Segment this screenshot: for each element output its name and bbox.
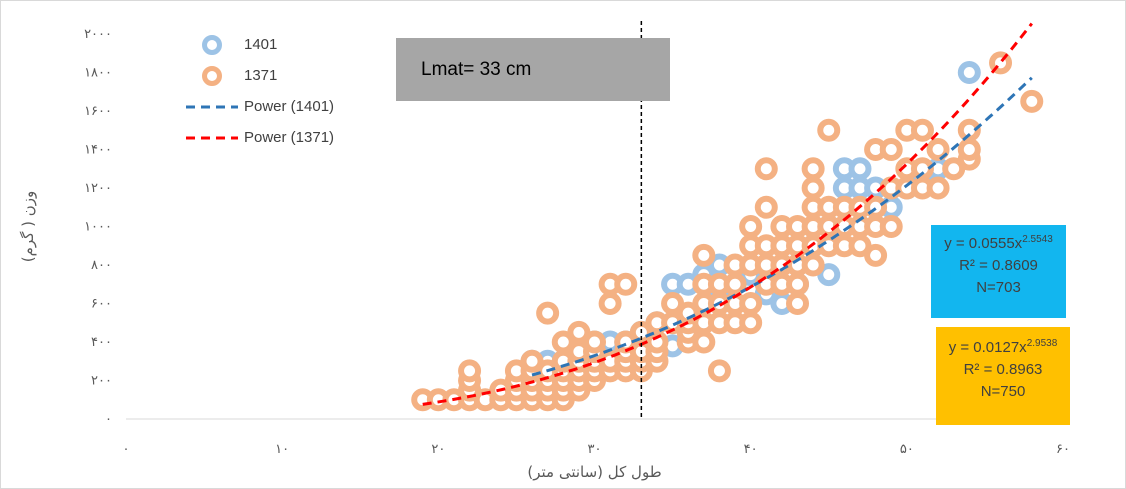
equation-1401-exponent: 2.5543 — [1022, 234, 1053, 245]
data-point-1371 — [957, 138, 981, 161]
y-tick-label: ۱۸۰۰ — [84, 66, 112, 81]
data-point-1371 — [739, 311, 763, 335]
data-point-1371 — [661, 292, 685, 315]
x-tick-label: ۶۰ — [1056, 442, 1070, 457]
equation-box-1401: y = 0.0555x2.5543 R² = 0.8609 N=703 — [931, 225, 1066, 318]
data-point-1371 — [879, 138, 903, 161]
data-point-1371 — [926, 176, 950, 200]
x-tick-label: ۴۰ — [744, 442, 758, 457]
legend-item-power-1401: Power (1401) — [186, 91, 334, 122]
data-point-1371 — [567, 320, 591, 344]
data-point-1371 — [942, 157, 966, 181]
data-point-1371 — [879, 215, 903, 238]
data-point-1371 — [926, 138, 950, 161]
data-point-1371 — [614, 272, 638, 296]
x-tick-label: ۳۰ — [588, 442, 602, 457]
data-point-1371 — [520, 349, 544, 373]
legend-item-1371: 1371 — [186, 60, 334, 91]
y-tick-label: ۰ — [105, 412, 112, 427]
legend-marker-1371 — [186, 65, 238, 86]
tick-labels: ۰ ۱۰ ۲۰ ۳۰ ۴۰ ۵۰ ۶۰۰۲۰۰۴۰۰۶۰۰۸۰۰۱۰۰۰۱۲۰۰۱۴۰۰۱۶… — [19, 27, 1070, 481]
data-point-1371 — [801, 176, 825, 200]
data-point-1371 — [801, 253, 825, 277]
data-point-1371 — [458, 359, 482, 383]
legend-label-1371: 1371 — [244, 67, 278, 84]
equation-1371-exponent: 2.9538 — [1026, 338, 1058, 349]
data-point-1371 — [786, 292, 810, 315]
data-point-1371 — [583, 330, 606, 354]
data-point-1371 — [957, 118, 981, 142]
data-point-1371 — [754, 157, 778, 181]
y-tick-label: ۲۰۰۰ — [84, 27, 112, 42]
data-point-1371 — [1020, 89, 1044, 113]
y-tick-label: ۱۰۰۰ — [84, 220, 112, 235]
data-point-1371 — [739, 215, 763, 238]
data-point-1401 — [848, 157, 872, 181]
y-tick-label: ۸۰۰ — [91, 258, 112, 273]
legend-item-power-1371: Power (1371) — [186, 122, 334, 153]
legend-label-power-1401: Power (1401) — [244, 98, 335, 115]
data-point-1371 — [754, 195, 778, 219]
data-point-1371 — [910, 157, 934, 181]
equation-1401: y = 0.0555x2.5543 — [931, 229, 1066, 255]
trendline-power-1401- — [531, 76, 1033, 377]
data-points — [411, 51, 1044, 412]
n-1371: N=750 — [980, 383, 1026, 400]
y-tick-label: ۱۲۰۰ — [84, 181, 112, 196]
n-1401: N=703 — [976, 279, 1021, 296]
data-point-1371 — [551, 330, 575, 354]
legend-marker-power-1371 — [186, 128, 238, 148]
legend: 1401 1371 Power (1401) Power (1371) — [186, 29, 334, 153]
x-axis-title: طول کل (سانتی متر) — [527, 463, 661, 481]
data-point-1401 — [817, 263, 841, 287]
r2-1401: R² = 0.8609 — [959, 257, 1038, 274]
data-point-1371 — [536, 301, 560, 325]
legend-marker-power-1401 — [186, 97, 238, 117]
y-tick-label: ۱۴۰۰ — [84, 143, 112, 158]
trendline-power-1371- — [422, 22, 1033, 406]
legend-label-1401: 1401 — [244, 36, 278, 53]
data-point-1371 — [739, 292, 763, 315]
data-point-1371 — [817, 118, 841, 142]
equation-box-1371: y = 0.0127x2.9538 R² = 0.8963 N=750 — [936, 327, 1070, 425]
r2-1371: R² = 0.8963 — [963, 361, 1043, 378]
data-point-1371 — [692, 330, 716, 354]
data-point-1371 — [786, 272, 810, 296]
data-point-1371 — [692, 243, 716, 267]
legend-marker-1401 — [186, 34, 238, 55]
data-point-1371 — [707, 359, 731, 383]
y-tick-label: ۴۰۰ — [91, 335, 112, 350]
equation-1371: y = 0.0127x2.9538 — [936, 333, 1070, 359]
x-tick-label: ۰ — [123, 442, 130, 457]
trendlines — [422, 22, 1033, 406]
lmat-annotation: Lmat= 33 cm — [396, 38, 670, 101]
data-point-1401 — [957, 61, 981, 84]
data-point-1371 — [801, 157, 825, 181]
x-tick-label: ۱۰ — [275, 442, 289, 457]
equation-1401-base: y = 0.0555x — [944, 235, 1023, 252]
x-tick-label: ۲۰ — [431, 442, 445, 457]
y-axis-title: وزن ( گرم) — [19, 191, 37, 262]
data-point-1371 — [910, 118, 934, 142]
data-point-1371 — [864, 243, 888, 267]
y-tick-label: ۱۶۰۰ — [84, 104, 112, 119]
y-tick-label: ۶۰۰ — [91, 297, 112, 312]
legend-item-1401: 1401 — [186, 29, 334, 60]
x-tick-label: ۵۰ — [900, 442, 914, 457]
y-tick-label: ۲۰۰ — [91, 374, 112, 389]
data-point-1371 — [598, 292, 622, 315]
equation-1371-base: y = 0.0127x — [948, 339, 1027, 356]
data-point-1371 — [723, 272, 747, 296]
legend-label-power-1371: Power (1371) — [244, 129, 335, 146]
lmat-label: Lmat= 33 cm — [421, 58, 532, 80]
